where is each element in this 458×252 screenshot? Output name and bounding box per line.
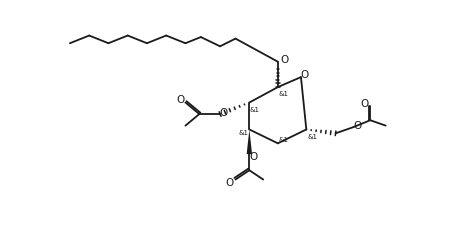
Text: O: O bbox=[353, 120, 361, 130]
Polygon shape bbox=[247, 130, 252, 154]
Text: O: O bbox=[176, 94, 184, 104]
Text: &1: &1 bbox=[238, 129, 248, 135]
Text: &1: &1 bbox=[307, 133, 317, 139]
Text: O: O bbox=[220, 107, 228, 117]
Text: &1: &1 bbox=[278, 136, 288, 142]
Text: O: O bbox=[225, 177, 234, 187]
Text: O: O bbox=[361, 99, 369, 109]
Text: O: O bbox=[300, 70, 309, 80]
Text: O: O bbox=[249, 152, 257, 162]
Text: &1: &1 bbox=[278, 90, 288, 96]
Text: &1: &1 bbox=[250, 106, 260, 112]
Text: O: O bbox=[280, 54, 288, 64]
